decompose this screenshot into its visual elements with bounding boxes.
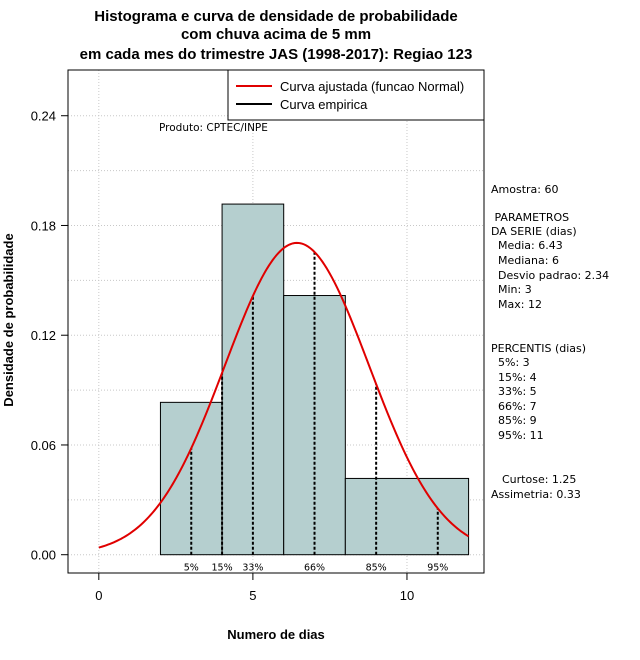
- y-tick-label: 0.24: [31, 109, 56, 124]
- kurtosis: Curtose: 1.25: [502, 473, 576, 486]
- percentile-85: 85%: 9: [498, 414, 537, 427]
- chart-title-line-3: em cada mes do trimestre JAS (1998-2017)…: [80, 46, 473, 63]
- percentile-label: 95%: [427, 563, 448, 574]
- parameters-subtitle: DA SERIE (dias): [491, 225, 577, 238]
- parameter-mean: Media: 6.43: [498, 239, 563, 252]
- percentile-label: 33%: [242, 563, 263, 574]
- legend-label-fitted: Curva ajustada (funcao Normal): [280, 79, 464, 94]
- fitted-curve-layer: [98, 241, 470, 549]
- skewness: Assimetria: 0.33: [491, 488, 581, 501]
- legend: Curva ajustada (funcao Normal) Curva emp…: [227, 69, 485, 121]
- y-tick-label: 0.12: [31, 328, 56, 343]
- product-label: Produto: CPTEC/INPE: [159, 122, 268, 134]
- axes: 0 5 10 0.00 0.06 0.12 0.18 0.24: [31, 109, 415, 603]
- parameter-max: Max: 12: [498, 298, 542, 311]
- y-tick-label: 0.06: [31, 438, 56, 453]
- chart-title-line-1: Histograma e curva de densidade de proba…: [94, 8, 457, 25]
- percentile-66: 66%: 7: [498, 400, 537, 413]
- chart-title-line-2: com chuva acima de 5 mm: [181, 26, 371, 43]
- x-tick-label: 10: [400, 588, 414, 603]
- parameter-median: Mediana: 6: [498, 254, 559, 267]
- percentile-label: 15%: [212, 563, 233, 574]
- x-tick-label: 0: [95, 588, 102, 603]
- histogram-bar: [344, 477, 470, 556]
- parameters-title: PARAMETROS: [491, 211, 569, 224]
- percentile-label: 85%: [366, 563, 387, 574]
- percentile-33: 33%: 5: [498, 385, 537, 398]
- percentile-15: 15%: 4: [498, 371, 537, 384]
- legend-label-empirical: Curva empirica: [280, 97, 368, 112]
- percentile-95: 95%: 11: [498, 429, 544, 442]
- percentile-label: 66%: [304, 563, 325, 574]
- x-axis-title: Numero de dias: [227, 627, 325, 642]
- y-axis-title: Densidade de probabilidade: [1, 233, 16, 406]
- percentiles-title: PERCENTIS (dias): [491, 342, 586, 355]
- legend-box: [227, 69, 485, 121]
- percentile-5: 5%: 3: [498, 356, 530, 369]
- percentile-label: 5%: [184, 563, 199, 574]
- y-tick-label: 0.18: [31, 218, 56, 233]
- statistics-panel: Amostra: 60 PARAMETROS DA SERIE (dias) M…: [491, 183, 609, 501]
- parameter-std-dev: Desvio padrao: 2.34: [498, 269, 609, 282]
- percentile-lines: 5% 15% 33% 66% 85% 95%: [184, 251, 448, 574]
- histogram-bars: [159, 203, 470, 556]
- sample-size: Amostra: 60: [491, 183, 558, 196]
- fitted-normal-curve: [98, 241, 470, 549]
- parameter-min: Min: 3: [498, 283, 532, 296]
- y-tick-label: 0.00: [31, 548, 56, 563]
- x-tick-label: 5: [249, 588, 256, 603]
